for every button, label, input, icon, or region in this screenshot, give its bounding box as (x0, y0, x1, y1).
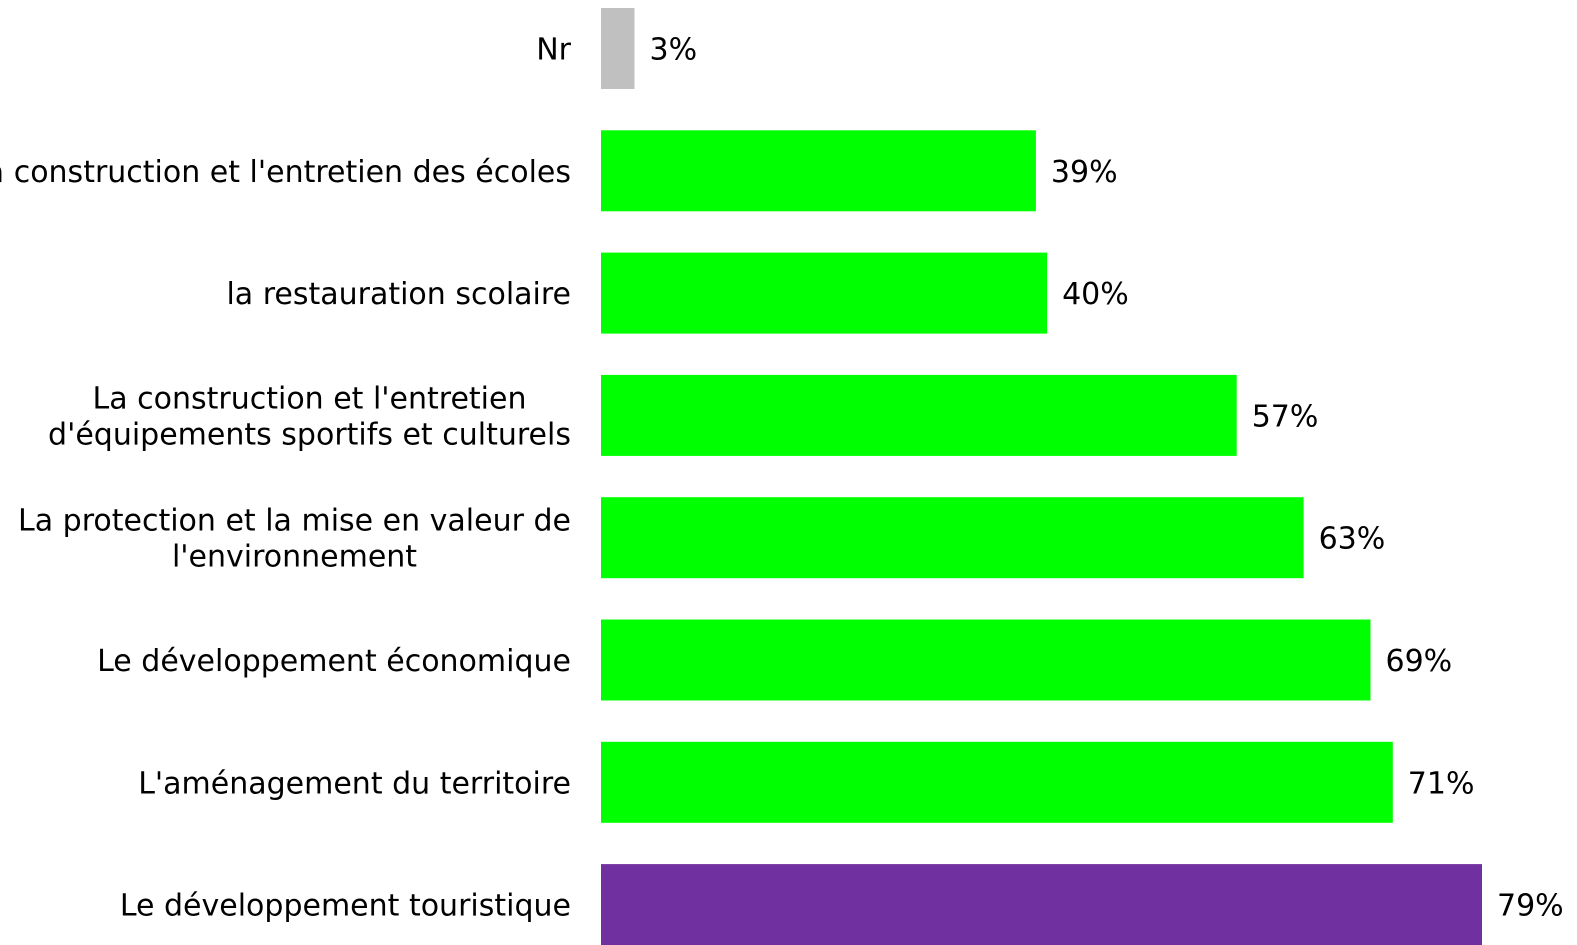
category-label: La protection et la mise en valeur de l'e… (18, 504, 571, 575)
value-labels-group: 3% 39% 40% 57% 63% 69% 71% 79% (650, 33, 1564, 924)
data-label: 63% (1319, 522, 1386, 557)
category-label: la restauration scolaire (226, 277, 571, 312)
category-label-line: l'environnement (172, 540, 417, 575)
bar (601, 864, 1482, 945)
bar (601, 252, 1048, 334)
bar (601, 8, 635, 89)
bar (601, 130, 1036, 212)
category-label: La construction et l'entretien des école… (0, 155, 571, 190)
data-label: 3% (650, 33, 698, 68)
data-label: 40% (1062, 277, 1129, 312)
bars-group (601, 8, 1482, 945)
bar (601, 374, 1237, 456)
bar (601, 741, 1393, 823)
category-label: La construction et l'entretien d'équipeme… (48, 381, 571, 452)
data-label: 69% (1386, 644, 1453, 679)
bar (601, 497, 1304, 579)
category-label-line: La construction et l'entretien (92, 381, 526, 416)
data-label: 39% (1051, 155, 1118, 190)
category-label-line: La protection et la mise en valeur de (18, 504, 571, 539)
category-label: L'aménagement du territoire (138, 766, 571, 801)
category-label: Nr (536, 33, 571, 68)
category-label: Le développement touristique (120, 889, 571, 924)
category-label-line: d'équipements sportifs et culturels (48, 417, 571, 452)
data-label: 79% (1497, 889, 1564, 924)
category-labels-group: Nr La construction et l'entretien des éco… (0, 33, 572, 924)
data-label: 71% (1408, 766, 1475, 801)
bar (601, 619, 1371, 701)
data-label: 57% (1252, 399, 1319, 434)
category-label: Le développement économique (97, 644, 571, 679)
